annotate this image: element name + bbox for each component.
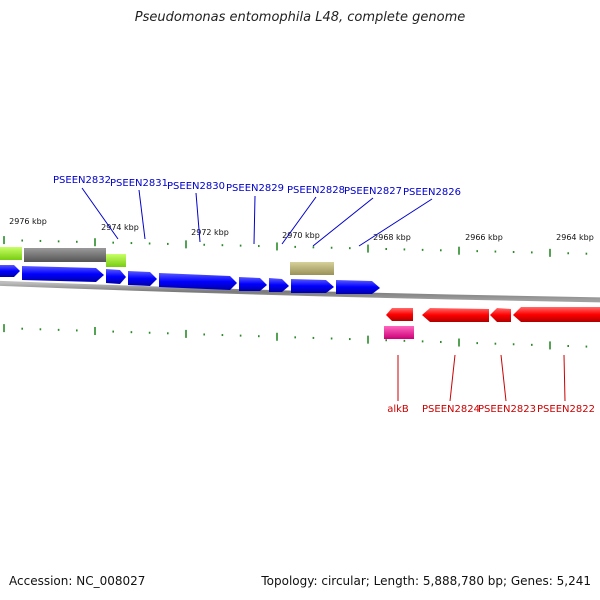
forward-gene-arrow[interactable]	[22, 266, 104, 282]
scale-label: 2970 kbp	[282, 231, 320, 240]
reverse-gene-arrow[interactable]	[386, 308, 413, 321]
feature-lime[interactable]	[0, 247, 22, 260]
feature-lime[interactable]	[106, 254, 126, 267]
gene-label-forward[interactable]: PSEEN2828	[287, 185, 345, 196]
forward-gene-arrow[interactable]	[336, 280, 380, 294]
inner-scale-ticks	[3, 324, 588, 350]
gene-label-forward[interactable]: PSEEN2832	[53, 175, 111, 186]
feature-magenta[interactable]	[384, 326, 414, 339]
gene-label-forward[interactable]: PSEEN2830	[167, 181, 225, 192]
forward-gene-arrow[interactable]	[0, 265, 20, 277]
forward-gene-arrow[interactable]	[269, 278, 289, 292]
scale-label: 2964 kbp	[556, 233, 594, 242]
gene-label-forward[interactable]: PSEEN2826	[403, 187, 461, 198]
gene-label-reverse[interactable]: PSEEN2823	[478, 404, 536, 415]
accession-text: Accession: NC_008027	[9, 574, 146, 588]
gene-label-forward[interactable]: PSEEN2831	[110, 178, 168, 189]
forward-gene-arrow[interactable]	[239, 277, 267, 291]
reverse-gene-arrow[interactable]	[513, 307, 600, 322]
forward-leader-lines	[81, 187, 433, 247]
forward-gene-arrow[interactable]	[106, 269, 126, 284]
scale-label: 2972 kbp	[191, 228, 229, 237]
feature-gray[interactable]	[24, 248, 106, 262]
genome-backbone	[0, 280, 600, 303]
scale-label: 2974 kbp	[101, 223, 139, 232]
outer-scale-ticks	[3, 236, 588, 257]
forward-gene-arrow[interactable]	[291, 279, 334, 293]
gene-label-reverse[interactable]: alkB	[387, 404, 409, 415]
gene-label-forward[interactable]: PSEEN2827	[344, 186, 402, 197]
reverse-leader-lines	[397, 354, 566, 402]
feature-olive[interactable]	[290, 262, 334, 275]
forward-gene-arrow[interactable]	[128, 271, 157, 286]
forward-gene-arrow[interactable]	[159, 273, 237, 290]
scale-label: 2968 kbp	[373, 233, 411, 242]
reverse-gene-arrow[interactable]	[490, 308, 511, 322]
scale-label: 2966 kbp	[465, 233, 503, 242]
map-title: Pseudomonas entomophila L48, complete ge…	[134, 10, 466, 25]
scale-label: 2976 kbp	[9, 217, 47, 226]
genome-summary-text: Topology: circular; Length: 5,888,780 bp…	[261, 574, 591, 588]
gene-label-forward[interactable]: PSEEN2829	[226, 183, 284, 194]
reverse-gene-arrow[interactable]	[422, 308, 489, 322]
gene-label-reverse[interactable]: PSEEN2822	[537, 404, 595, 415]
gene-label-reverse[interactable]: PSEEN2824	[422, 404, 480, 415]
